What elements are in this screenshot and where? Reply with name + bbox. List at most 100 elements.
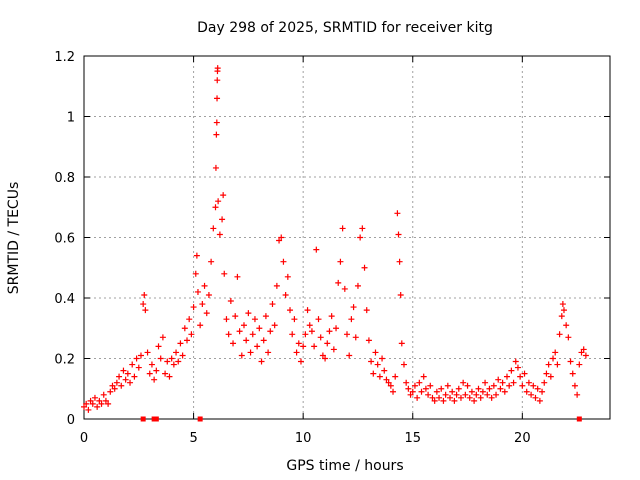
- data-point: [135, 364, 142, 371]
- y-tick-label: 0.6: [54, 232, 75, 247]
- data-point: [251, 316, 258, 323]
- data-point: [506, 382, 513, 389]
- data-point: [232, 313, 239, 320]
- data-point: [416, 379, 423, 386]
- data-point: [330, 346, 337, 353]
- data-point: [262, 313, 269, 320]
- data-point: [212, 204, 219, 211]
- data-point: [107, 388, 114, 395]
- data-point: [508, 367, 515, 374]
- data-point: [578, 349, 585, 356]
- data-point: [383, 376, 390, 383]
- y-tick-label: 0.8: [54, 171, 75, 186]
- data-point: [398, 340, 405, 347]
- y-tick-label: 0.2: [54, 353, 75, 368]
- data-point: [547, 373, 554, 380]
- x-tick-label: 5: [189, 431, 197, 446]
- data-point: [348, 316, 355, 323]
- data-point: [291, 316, 298, 323]
- data-point: [273, 282, 280, 289]
- data-point: [376, 373, 383, 380]
- data-point: [328, 313, 335, 320]
- data-point: [409, 388, 416, 395]
- data-point: [354, 282, 361, 289]
- data-point: [523, 388, 530, 395]
- data-point: [102, 397, 109, 404]
- data-point: [346, 352, 353, 359]
- data-point: [170, 361, 177, 368]
- data-point: [501, 388, 508, 395]
- data-point: [560, 307, 567, 314]
- data-point: [554, 361, 561, 368]
- data-point: [94, 403, 101, 410]
- data-point: [361, 264, 368, 271]
- data-point: [295, 340, 302, 347]
- data-point: [192, 270, 199, 277]
- data-point: [151, 376, 158, 383]
- data-point: [495, 376, 502, 383]
- data-point: [213, 131, 220, 138]
- data-point: [297, 358, 304, 365]
- data-point: [190, 304, 197, 311]
- data-point: [317, 334, 324, 341]
- data-point: [580, 346, 587, 353]
- data-point: [157, 355, 164, 362]
- data-point: [308, 328, 315, 335]
- data-point: [442, 391, 449, 398]
- data-points: [81, 65, 589, 422]
- data-point: [387, 382, 394, 389]
- data-point: [490, 382, 497, 389]
- data-point: [574, 391, 581, 398]
- data-point: [137, 352, 144, 359]
- data-point: [197, 416, 203, 422]
- data-point: [339, 225, 346, 232]
- data-point: [363, 307, 370, 314]
- data-point: [427, 382, 434, 389]
- data-point: [142, 307, 149, 314]
- data-point: [479, 388, 486, 395]
- data-point: [322, 355, 329, 362]
- data-point: [193, 252, 200, 259]
- data-point: [243, 337, 250, 344]
- data-point: [576, 416, 582, 422]
- data-point: [482, 379, 489, 386]
- data-point: [173, 349, 180, 356]
- data-point: [582, 352, 589, 359]
- data-point: [184, 337, 191, 344]
- data-point: [576, 361, 583, 368]
- data-point: [120, 367, 127, 374]
- data-point: [395, 231, 402, 238]
- grid: [84, 56, 610, 419]
- data-point: [563, 322, 570, 329]
- data-point: [335, 279, 342, 286]
- data-point: [254, 343, 261, 350]
- data-point: [493, 391, 500, 398]
- data-point: [194, 288, 201, 295]
- data-point: [166, 373, 173, 380]
- data-point: [240, 322, 247, 329]
- data-point: [129, 361, 136, 368]
- data-point: [162, 370, 169, 377]
- data-point: [221, 270, 228, 277]
- data-point: [271, 322, 278, 329]
- data-point: [260, 337, 267, 344]
- data-point: [486, 385, 493, 392]
- x-tick-label: 15: [404, 431, 421, 446]
- data-point: [116, 373, 123, 380]
- data-point: [484, 391, 491, 398]
- data-point: [350, 304, 357, 311]
- data-point: [407, 391, 414, 398]
- data-point: [352, 334, 359, 341]
- data-point: [569, 370, 576, 377]
- data-point: [552, 349, 559, 356]
- data-point: [530, 382, 537, 389]
- data-point: [144, 349, 151, 356]
- data-point: [289, 331, 296, 338]
- data-point: [155, 343, 162, 350]
- data-point: [230, 340, 237, 347]
- data-point: [164, 358, 171, 365]
- y-tick-label: 1: [67, 111, 75, 126]
- data-point: [208, 258, 215, 265]
- data-point: [225, 331, 232, 338]
- data-point: [199, 301, 206, 308]
